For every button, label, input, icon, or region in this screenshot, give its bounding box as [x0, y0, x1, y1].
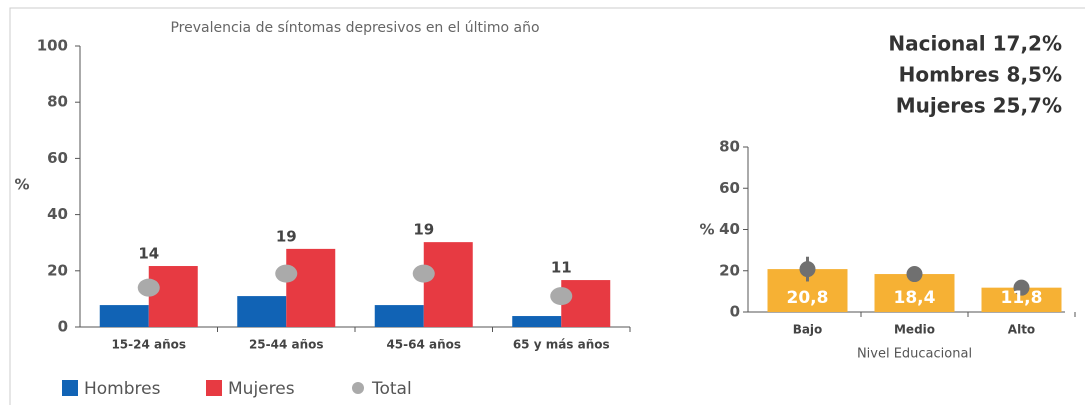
bar [374, 305, 424, 327]
legend-label: Mujeres [228, 379, 295, 399]
y-tick-label: 60 [47, 149, 68, 167]
marker [1013, 279, 1030, 296]
y-tick-label: 60 [719, 179, 740, 197]
x-tick-label: 65 y más años [513, 338, 610, 352]
annotation: Mujeres 25,7% [896, 94, 1062, 118]
x-axis-label: Nivel Educacional [857, 347, 972, 362]
y-tick-label: 40 [47, 205, 68, 223]
legend-swatch [62, 380, 78, 396]
y-tick-label: 40 [719, 220, 740, 238]
x-tick-label: 25-44 años [249, 338, 324, 352]
bar [99, 305, 149, 327]
legend-swatch [352, 382, 364, 394]
bar [561, 280, 611, 327]
y-tick-label: 0 [58, 318, 68, 336]
bar [148, 266, 198, 327]
data-label: 19 [276, 227, 297, 245]
annotation: Nacional 17,2% [888, 32, 1062, 56]
total-dot [275, 264, 298, 283]
data-label: 19 [413, 221, 434, 239]
total-dot [412, 264, 435, 283]
x-tick-label: 45-64 años [386, 338, 461, 352]
y-tick-label: 80 [719, 138, 740, 156]
marker [906, 266, 923, 283]
bar [423, 242, 473, 327]
bar [286, 248, 336, 327]
data-label: 20,8 [787, 288, 829, 308]
annotation: Hombres 8,5% [899, 63, 1062, 87]
x-tick-label: Bajo [793, 323, 823, 337]
y-tick-label: 20 [719, 261, 740, 279]
y-axis-label: % [14, 176, 29, 194]
bar [512, 316, 562, 327]
x-tick-label: 15-24 años [111, 338, 186, 352]
data-label: 18,4 [894, 288, 936, 308]
legend-label: Total [371, 379, 412, 399]
y-tick-label: 20 [47, 261, 68, 279]
y-tick-label: 100 [37, 37, 68, 55]
y-tick-label: 0 [730, 303, 740, 321]
data-label: 11,8 [1001, 288, 1043, 308]
y-tick-label: 80 [47, 93, 68, 111]
data-label: 14 [138, 245, 159, 263]
x-tick-label: Alto [1008, 323, 1035, 337]
legend-label: Hombres [84, 379, 161, 399]
legend-swatch [206, 380, 222, 396]
total-dot [550, 287, 573, 306]
x-tick-label: Medio [894, 323, 935, 337]
y-axis-label: % [699, 221, 714, 239]
chart-title: Prevalencia de síntomas depresivos en el… [170, 20, 539, 36]
frame [9, 7, 1085, 405]
marker [799, 261, 816, 278]
total-dot [137, 278, 160, 297]
bar [237, 296, 287, 327]
data-label: 11 [551, 259, 572, 277]
